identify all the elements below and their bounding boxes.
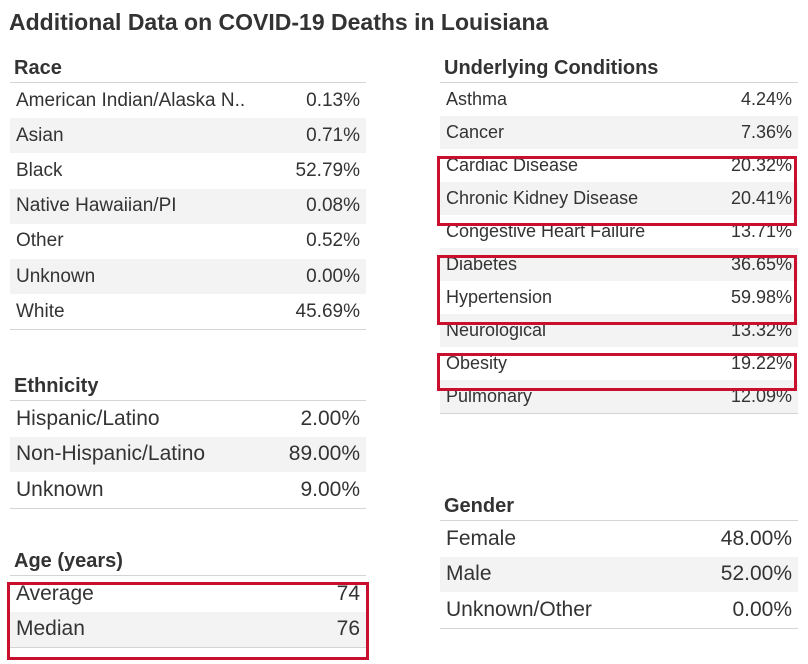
row-value: 52.00% <box>720 562 792 586</box>
conditions-title: Underlying Conditions <box>444 57 659 79</box>
row-value: 76 <box>336 617 360 641</box>
table-row: Unknown/Other 0.00% <box>440 592 798 628</box>
row-label: Unknown/Other <box>446 597 592 621</box>
row-label: Other <box>16 230 64 252</box>
table-row: Asthma 4.24% <box>440 83 798 116</box>
table-row: Unknown 9.00% <box>10 472 366 508</box>
table-row: Obesity 19.22% <box>440 347 798 380</box>
row-value: 4.24% <box>740 89 792 109</box>
table-row: Male 52.00% <box>440 556 798 592</box>
row-label: Non-Hispanic/Latino <box>16 442 206 466</box>
ethnicity-rows: Hispanic/Latino 2.00% Non-Hispanic/Latino… <box>10 400 366 509</box>
row-label: Chronic Kidney Disease <box>446 188 639 208</box>
row-label: Neurological <box>446 320 547 340</box>
row-value: 0.08% <box>306 195 360 217</box>
row-value: 0.71% <box>306 124 360 146</box>
row-label: Unknown <box>16 265 96 287</box>
row-value: 0.52% <box>306 230 360 252</box>
row-label: Pulmonary <box>446 386 533 406</box>
ethnicity-table: Ethnicity Hispanic/Latino 2.00% Non-Hispa… <box>10 372 366 509</box>
row-value: 13.32% <box>730 320 792 340</box>
row-label: Native Hawaiian/PI <box>16 195 177 217</box>
row-value: 7.36% <box>740 122 792 142</box>
table-row: Diabetes 36.65% <box>440 248 798 281</box>
row-label: Hispanic/Latino <box>16 406 160 430</box>
table-row: Hispanic/Latino 2.00% <box>10 401 366 437</box>
row-value: 20.41% <box>730 188 792 208</box>
row-label: Hypertension <box>446 287 553 307</box>
row-value: 13.71% <box>730 221 792 241</box>
row-value: 0.13% <box>306 89 360 111</box>
row-value: 59.98% <box>730 287 792 307</box>
race-rows: American Indian/Alaska N.. 0.13% Asian 0.7… <box>10 82 366 331</box>
row-label: Median <box>16 617 85 641</box>
row-value: 36.65% <box>730 254 792 274</box>
table-row: American Indian/Alaska N.. 0.13% <box>10 83 366 118</box>
ethnicity-title: Ethnicity <box>14 375 99 397</box>
row-value: 45.69% <box>295 300 360 322</box>
age-rows: Average 74 Median 76 <box>10 575 366 648</box>
row-label: Asthma <box>446 89 508 109</box>
table-row: Asian 0.71% <box>10 118 366 154</box>
row-label: Female <box>446 526 517 550</box>
row-label: Obesity <box>446 353 508 373</box>
row-label: Asian <box>16 124 64 146</box>
race-title: Race <box>14 57 62 79</box>
conditions-table: Underlying Conditions Asthma 4.24% Cancer… <box>440 54 798 414</box>
row-value: 89.00% <box>288 442 360 466</box>
table-row: Hypertension 59.98% <box>440 281 798 314</box>
row-value: 0.00% <box>732 597 792 621</box>
table-row: Non-Hispanic/Latino 89.00% <box>10 436 366 472</box>
row-value: 19.22% <box>730 353 792 373</box>
table-row: Black 52.79% <box>10 153 366 188</box>
row-label: American Indian/Alaska N.. <box>16 89 246 111</box>
table-row: Other 0.52% <box>10 224 366 259</box>
table-row: Cancer 7.36% <box>440 116 798 149</box>
conditions-rows: Asthma 4.24% Cancer 7.36% Cardiac Disease 2… <box>440 82 798 414</box>
table-row: Average 74 <box>10 576 366 612</box>
table-row: Congestive Heart Failure 13.71% <box>440 215 798 248</box>
age-title: Age (years) <box>14 550 123 572</box>
row-value: 74 <box>336 581 360 605</box>
row-value: 0.00% <box>306 265 360 287</box>
row-value: 2.00% <box>300 406 360 430</box>
table-row: Female 48.00% <box>440 521 798 557</box>
row-label: Congestive Heart Failure <box>446 221 646 241</box>
row-label: Cancer <box>446 122 505 142</box>
row-label: Average <box>16 581 94 605</box>
row-label: Male <box>446 562 492 586</box>
row-label: Cardiac Disease <box>446 155 579 175</box>
row-value: 12.09% <box>730 386 792 406</box>
gender-rows: Female 48.00% Male 52.00% Unknown/Other 0.0… <box>440 520 798 629</box>
row-value: 48.00% <box>720 526 792 550</box>
table-row: Cardiac Disease 20.32% <box>440 149 798 182</box>
row-value: 52.79% <box>295 159 360 181</box>
age-table: Age (years) Average 74 Median 76 <box>10 547 366 648</box>
gender-table: Gender Female 48.00% Male 52.00% Unknown/O… <box>440 492 798 629</box>
row-value: 9.00% <box>300 477 360 501</box>
row-label: Diabetes <box>446 254 518 274</box>
row-value: 20.32% <box>730 155 792 175</box>
table-row: Unknown 0.00% <box>10 258 366 295</box>
table-row: White 45.69% <box>10 294 366 329</box>
race-table: Race American Indian/Alaska N.. 0.13% Asi… <box>10 54 366 331</box>
row-label: Black <box>16 159 63 181</box>
gender-title: Gender <box>444 495 515 517</box>
row-label: Unknown <box>16 477 104 501</box>
table-row: Median 76 <box>10 611 366 647</box>
page-title: Additional Data on COVID-19 Deaths in Lo… <box>9 9 549 35</box>
table-row: Native Hawaiian/PI 0.08% <box>10 188 366 224</box>
table-row: Chronic Kidney Disease 20.41% <box>440 182 798 215</box>
table-row: Neurological 13.32% <box>440 314 798 347</box>
row-label: White <box>16 300 65 322</box>
table-row: Pulmonary 12.09% <box>440 380 798 413</box>
